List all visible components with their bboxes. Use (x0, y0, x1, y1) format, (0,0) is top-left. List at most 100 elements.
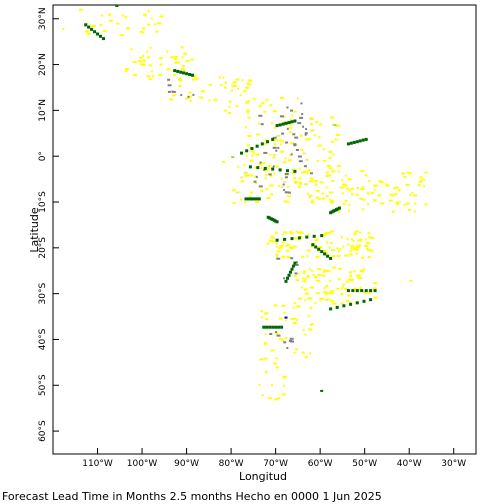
yellow-grid-cell (301, 351, 305, 354)
gray-grid-cell (300, 102, 303, 105)
yellow-grid-cell (348, 189, 352, 192)
gray-grid-cell (294, 136, 299, 139)
yellow-grid-cell (124, 16, 128, 19)
yellow-grid-cell (297, 232, 302, 234)
yellow-grid-cell (424, 203, 428, 206)
green-grid-cell (191, 73, 194, 77)
yellow-grid-cell (270, 174, 273, 177)
yellow-grid-cell (316, 292, 321, 295)
yellow-grid-cell (139, 63, 144, 66)
yellow-grid-cell (137, 60, 142, 63)
yellow-grid-cell (298, 272, 301, 275)
green-grid-cell (179, 70, 183, 74)
green-grid-cell (262, 325, 266, 329)
yellow-grid-cell (148, 78, 152, 81)
pale_yellow-grid-cell (283, 181, 287, 183)
gray-grid-cell (283, 189, 286, 192)
yellow-grid-cell (289, 231, 293, 233)
x-tick-label: 100°W (127, 459, 158, 469)
yellow-grid-cell (299, 235, 303, 238)
x-tick-label: 60°W (308, 459, 333, 469)
yellow-grid-cell (241, 79, 244, 82)
green-grid-cell (257, 197, 261, 201)
yellow-grid-cell (347, 209, 350, 212)
yellow-grid-cell (262, 162, 266, 165)
yellow-grid-cell (353, 287, 357, 290)
yellow-grid-cell (322, 274, 326, 277)
pale_yellow-grid-cell (305, 158, 309, 161)
yellow-grid-cell (274, 126, 277, 129)
gray-grid-cell (296, 261, 298, 264)
yellow-grid-cell (189, 99, 192, 102)
yellow-grid-cell (278, 185, 281, 187)
green-grid-cell (362, 299, 366, 303)
yellow-grid-cell (424, 171, 428, 174)
yellow-grid-cell (345, 300, 349, 302)
yellow-grid-cell (295, 279, 300, 282)
green-grid-cell (346, 142, 350, 146)
yellow-grid-cell (365, 245, 369, 247)
yellow-grid-cell (108, 13, 111, 16)
yellow-grid-cell (273, 304, 278, 307)
yellow-grid-cell (303, 288, 308, 291)
yellow-grid-cell (325, 298, 328, 301)
pale_yellow-grid-cell (276, 134, 281, 137)
yellow-grid-cell (299, 182, 303, 185)
yellow-grid-cell (281, 339, 284, 342)
green-grid-cell (248, 197, 252, 201)
yellow-grid-cell (355, 252, 358, 255)
yellow-grid-cell (286, 256, 291, 259)
yellow-grid-cell (331, 179, 335, 182)
gray-grid-cell (310, 172, 313, 175)
green-grid-cell (320, 234, 324, 238)
yellow-grid-cell (340, 293, 344, 296)
yellow-grid-cell (341, 179, 344, 182)
yellow-grid-cell (132, 60, 137, 63)
green-grid-cell (255, 197, 259, 201)
yellow-grid-cell (220, 84, 222, 87)
yellow-grid-cell (265, 174, 268, 176)
yellow-grid-cell (411, 191, 414, 194)
y-tick-label: 60°S (38, 420, 48, 442)
yellow-grid-cell (312, 274, 315, 277)
yellow-grid-cell (266, 197, 271, 200)
yellow-grid-cell (119, 34, 124, 37)
green-grid-cell (278, 123, 282, 127)
yellow-grid-cell (179, 79, 183, 82)
y-tick-label: 0° (38, 151, 48, 161)
yellow-grid-cell (367, 249, 372, 252)
yellow-grid-cell (338, 210, 340, 213)
yellow-grid-cell (275, 242, 278, 245)
gray-grid-cell (297, 155, 302, 158)
yellow-grid-cell (324, 252, 328, 255)
yellow-grid-cell (265, 318, 269, 321)
yellow-grid-cell (370, 236, 375, 239)
yellow-grid-cell (142, 59, 146, 62)
yellow-grid-cell (344, 254, 349, 257)
gray-grid-cell (304, 132, 308, 135)
yellow-grid-cell (152, 75, 154, 78)
green-grid-cell (284, 279, 288, 283)
gray-grid-cell (258, 114, 263, 117)
yellow-grid-cell (278, 337, 281, 340)
yellow-grid-cell (159, 63, 163, 66)
yellow-grid-cell (315, 189, 320, 192)
yellow-grid-cell (259, 358, 264, 361)
yellow-grid-cell (179, 77, 182, 80)
green-grid-cell (246, 197, 250, 201)
green-grid-cell (286, 169, 289, 173)
gray-grid-cell (298, 160, 303, 163)
x-tick-label: 110°W (82, 459, 113, 469)
yellow-grid-cell (258, 105, 261, 108)
yellow-grid-cell (380, 202, 384, 205)
yellow-grid-cell (286, 200, 290, 203)
yellow-grid-cell (409, 194, 412, 197)
gray-grid-cell (167, 78, 171, 81)
yellow-grid-cell (174, 55, 178, 58)
yellow-grid-cell (310, 286, 315, 289)
yellow-grid-cell (289, 118, 292, 121)
green-grid-cell (290, 120, 294, 124)
yellow-grid-cell (250, 150, 255, 153)
green-grid-cell (277, 325, 281, 329)
yellow-grid-cell (324, 269, 328, 272)
